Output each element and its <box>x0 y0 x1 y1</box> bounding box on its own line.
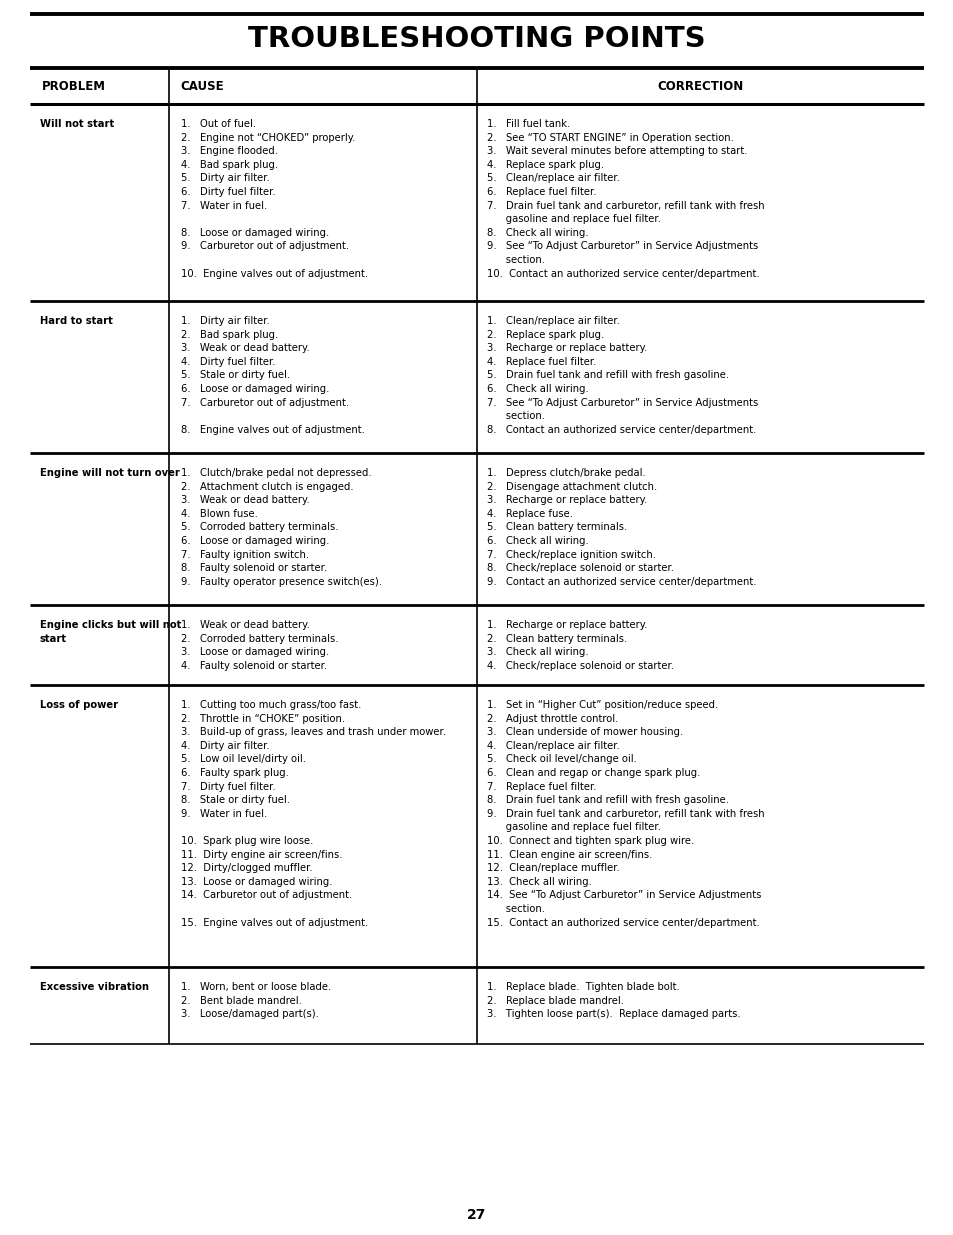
Text: 1.   Fill fuel tank.
2.   See “TO START ENGINE” in Operation section.
3.   Wait : 1. Fill fuel tank. 2. See “TO START ENGI… <box>486 119 763 279</box>
Text: Excessive vibration: Excessive vibration <box>40 982 149 992</box>
Text: 1.   Worn, bent or loose blade.
2.   Bent blade mandrel.
3.   Loose/damaged part: 1. Worn, bent or loose blade. 2. Bent bl… <box>180 982 331 1019</box>
Text: 1.   Set in “Higher Cut” position/reduce speed.
2.   Adjust throttle control.
3.: 1. Set in “Higher Cut” position/reduce s… <box>486 700 763 927</box>
Text: Engine clicks but will not
start: Engine clicks but will not start <box>40 620 181 643</box>
Text: 1.   Recharge or replace battery.
2.   Clean battery terminals.
3.   Check all w: 1. Recharge or replace battery. 2. Clean… <box>486 620 673 671</box>
Text: CAUSE: CAUSE <box>180 79 224 93</box>
Text: 1.   Weak or dead battery.
2.   Corroded battery terminals.
3.   Loose or damage: 1. Weak or dead battery. 2. Corroded bat… <box>180 620 337 671</box>
Text: 1.   Out of fuel.
2.   Engine not “CHOKED” properly.
3.   Engine flooded.
4.   B: 1. Out of fuel. 2. Engine not “CHOKED” p… <box>180 119 367 279</box>
Text: Engine will not turn over: Engine will not turn over <box>40 468 180 478</box>
Text: 1.   Replace blade.  Tighten blade bolt.
2.   Replace blade mandrel.
3.   Tighte: 1. Replace blade. Tighten blade bolt. 2.… <box>486 982 740 1019</box>
Text: CORRECTION: CORRECTION <box>657 79 742 93</box>
Text: 1.   Cutting too much grass/too fast.
2.   Throttle in “CHOKE” position.
3.   Bu: 1. Cutting too much grass/too fast. 2. T… <box>180 700 445 927</box>
Text: 1.   Clutch/brake pedal not depressed.
2.   Attachment clutch is engaged.
3.   W: 1. Clutch/brake pedal not depressed. 2. … <box>180 468 381 587</box>
Text: 1.   Dirty air filter.
2.   Bad spark plug.
3.   Weak or dead battery.
4.   Dirt: 1. Dirty air filter. 2. Bad spark plug. … <box>180 316 364 435</box>
Text: Loss of power: Loss of power <box>40 700 118 710</box>
Text: 27: 27 <box>467 1208 486 1221</box>
Text: 1.   Depress clutch/brake pedal.
2.   Disengage attachment clutch.
3.   Recharge: 1. Depress clutch/brake pedal. 2. Diseng… <box>486 468 756 587</box>
Text: TROUBLESHOOTING POINTS: TROUBLESHOOTING POINTS <box>248 25 705 53</box>
Text: Will not start: Will not start <box>40 119 114 128</box>
Text: PROBLEM: PROBLEM <box>42 79 106 93</box>
Text: Hard to start: Hard to start <box>40 316 112 326</box>
Text: 1.   Clean/replace air filter.
2.   Replace spark plug.
3.   Recharge or replace: 1. Clean/replace air filter. 2. Replace … <box>486 316 758 435</box>
